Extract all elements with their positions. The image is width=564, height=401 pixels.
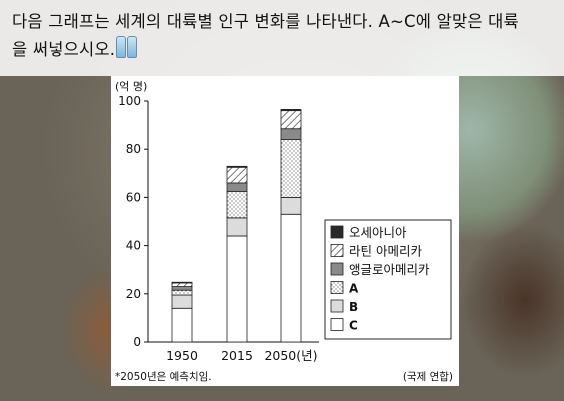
y-tick-label: 80 bbox=[126, 142, 141, 156]
legend-swatch bbox=[330, 281, 344, 294]
question-text: 다음 그래프는 세계의 대륙별 인구 변화를 나타낸다. A~C에 알맞은 대륙… bbox=[12, 8, 557, 64]
question-line-2: 을 써넣으시오. bbox=[12, 40, 116, 59]
y-tick-label: 0 bbox=[133, 335, 141, 349]
legend-swatch bbox=[330, 318, 344, 331]
bar-segment bbox=[226, 166, 248, 184]
bar-segment bbox=[171, 286, 193, 291]
legend-label: C bbox=[349, 319, 358, 333]
legend-label: 앵글로아메리카 bbox=[349, 262, 430, 277]
x-tick-label: 2050(년) bbox=[264, 348, 317, 363]
bar-segment bbox=[171, 289, 193, 296]
bar-segment bbox=[280, 109, 302, 112]
question-line-1: 다음 그래프는 세계의 대륙별 인구 변화를 나타낸다. A~C에 알맞은 대륙 bbox=[12, 12, 519, 31]
bar-segment bbox=[280, 110, 302, 130]
bar-segment bbox=[171, 307, 193, 343]
footnote: *2050년은 예측치임. bbox=[115, 370, 212, 383]
legend-label: B bbox=[349, 300, 358, 314]
y-tick-label: 40 bbox=[126, 239, 141, 253]
bar-segment bbox=[280, 139, 302, 198]
bar-segment bbox=[226, 217, 248, 237]
bar-segment bbox=[280, 213, 302, 343]
bar-segment bbox=[226, 165, 248, 168]
bar-segment bbox=[280, 197, 302, 215]
legend-label: 오세아니아 bbox=[349, 225, 407, 240]
legend-label: 라틴 아메리카 bbox=[349, 244, 422, 259]
y-tick-label: 60 bbox=[126, 190, 141, 204]
legend-swatch bbox=[330, 262, 344, 276]
y-tick-label: 20 bbox=[126, 287, 141, 301]
bar-segment bbox=[226, 235, 248, 343]
y-unit-label: (억 명) bbox=[115, 80, 147, 93]
x-tick-label: 1950 bbox=[166, 348, 198, 363]
bar-segment bbox=[171, 282, 193, 287]
bar-segment bbox=[226, 182, 248, 192]
water-bottle-icon bbox=[116, 36, 127, 58]
water-bottle-icon bbox=[127, 36, 138, 58]
legend-label: A bbox=[349, 282, 359, 296]
population-chart: (억 명) 0 20 40 60 80 100 1950 2015 2050(년) 오세아니아라… bbox=[115, 80, 453, 383]
bar-segment bbox=[171, 294, 193, 309]
bar-segment bbox=[226, 190, 248, 219]
bar-segment bbox=[171, 281, 193, 284]
y-tick-label: 100 bbox=[118, 94, 141, 108]
source-label: (국제 연합) bbox=[403, 371, 453, 383]
x-tick-label: 2015 bbox=[221, 348, 253, 363]
legend-swatch bbox=[330, 244, 344, 257]
legend-box bbox=[324, 219, 452, 340]
legend-swatch bbox=[330, 225, 344, 239]
legend-swatch bbox=[330, 299, 344, 313]
bar-segment bbox=[280, 128, 302, 140]
